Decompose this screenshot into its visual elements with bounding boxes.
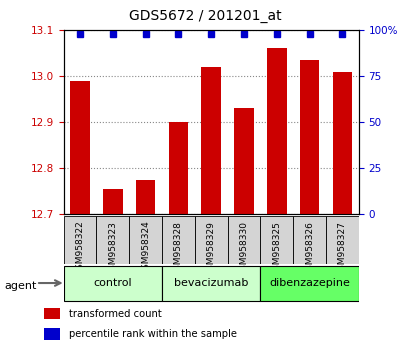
Text: GSM958329: GSM958329 bbox=[206, 221, 215, 276]
Bar bbox=[70, 81, 90, 214]
Text: GSM958324: GSM958324 bbox=[141, 221, 150, 275]
Text: control: control bbox=[93, 278, 132, 288]
Bar bbox=[194, 216, 227, 264]
Bar bbox=[129, 216, 162, 264]
Text: GSM958325: GSM958325 bbox=[272, 221, 281, 276]
Bar bbox=[162, 216, 194, 264]
Text: GSM958322: GSM958322 bbox=[75, 221, 84, 275]
Bar bbox=[162, 266, 260, 301]
Bar bbox=[325, 216, 358, 264]
Text: GSM958326: GSM958326 bbox=[304, 221, 313, 276]
Bar bbox=[227, 216, 260, 264]
Bar bbox=[96, 216, 129, 264]
Text: percentile rank within the sample: percentile rank within the sample bbox=[69, 329, 236, 339]
Text: agent: agent bbox=[4, 281, 36, 291]
Text: GSM958327: GSM958327 bbox=[337, 221, 346, 276]
Bar bbox=[260, 266, 358, 301]
Bar bbox=[201, 67, 220, 214]
Text: bevacizumab: bevacizumab bbox=[173, 278, 248, 288]
Bar bbox=[168, 122, 188, 214]
Text: GSM958323: GSM958323 bbox=[108, 221, 117, 276]
Bar bbox=[135, 179, 155, 214]
Bar bbox=[43, 328, 60, 340]
Bar bbox=[63, 266, 162, 301]
Bar bbox=[234, 108, 253, 214]
Text: GSM958330: GSM958330 bbox=[239, 221, 248, 276]
Text: GSM958328: GSM958328 bbox=[173, 221, 182, 276]
Bar bbox=[43, 308, 60, 319]
Bar bbox=[299, 60, 319, 214]
Text: dibenzazepine: dibenzazepine bbox=[268, 278, 349, 288]
Bar bbox=[266, 48, 286, 214]
Bar bbox=[63, 216, 96, 264]
Bar bbox=[260, 216, 292, 264]
Text: transformed count: transformed count bbox=[69, 308, 161, 319]
Bar bbox=[332, 72, 351, 214]
Bar bbox=[103, 189, 122, 214]
Bar bbox=[292, 216, 325, 264]
Text: GDS5672 / 201201_at: GDS5672 / 201201_at bbox=[128, 9, 281, 23]
